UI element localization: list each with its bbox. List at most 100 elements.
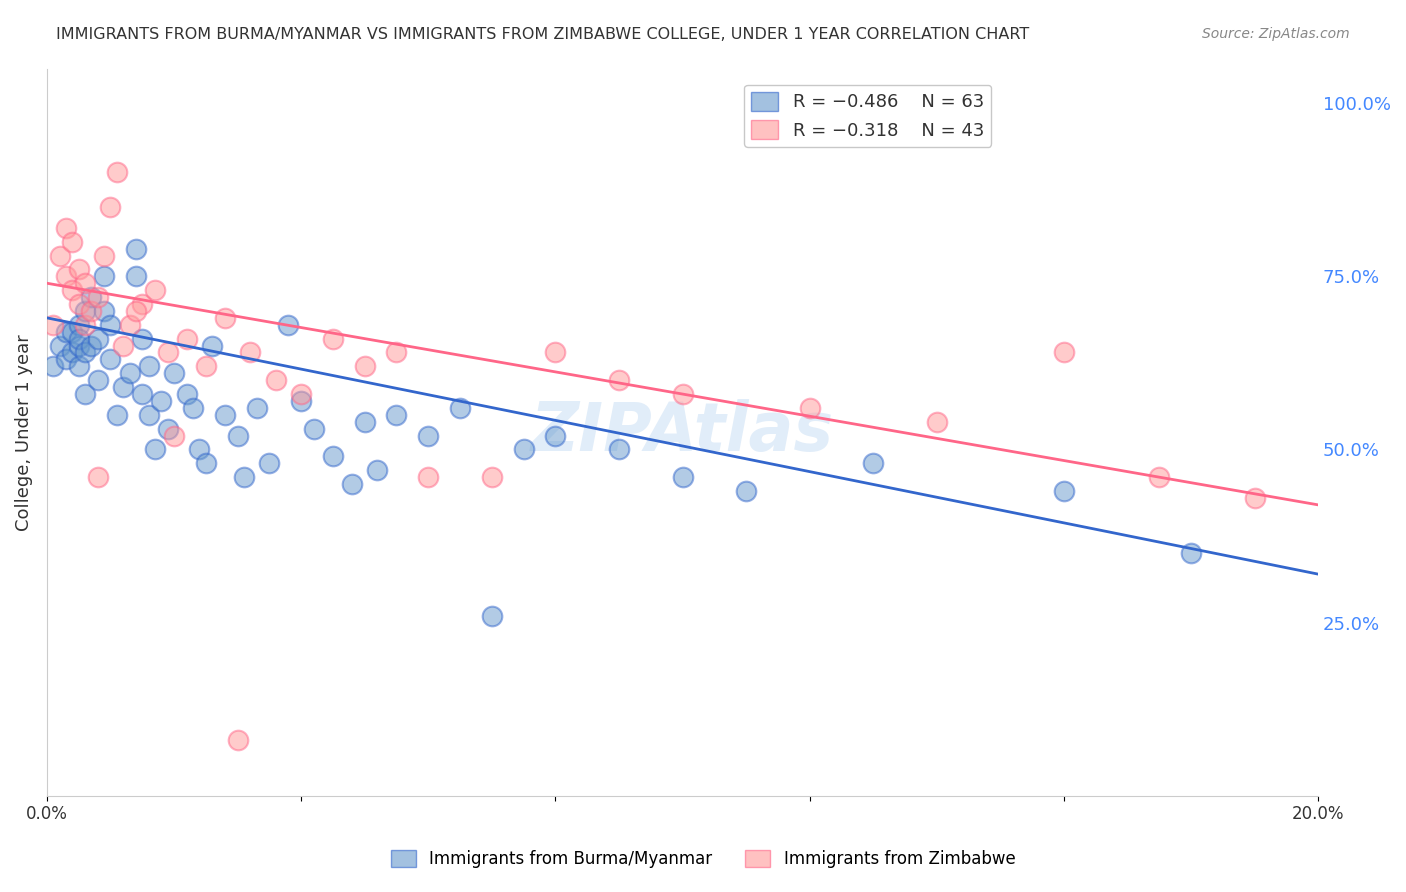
Point xyxy=(125,269,148,284)
Point xyxy=(105,408,128,422)
Point xyxy=(188,442,211,457)
Point xyxy=(118,366,141,380)
Point xyxy=(544,345,567,359)
Point xyxy=(125,242,148,256)
Point xyxy=(55,352,77,367)
Point xyxy=(735,483,758,498)
Point xyxy=(87,470,110,484)
Point xyxy=(93,269,115,284)
Point xyxy=(418,470,440,484)
Point xyxy=(55,220,77,235)
Point xyxy=(100,318,122,332)
Point xyxy=(67,297,90,311)
Point xyxy=(418,428,440,442)
Text: Source: ZipAtlas.com: Source: ZipAtlas.com xyxy=(1202,27,1350,41)
Point xyxy=(125,304,148,318)
Point xyxy=(100,352,122,367)
Point xyxy=(48,338,70,352)
Point xyxy=(60,283,83,297)
Text: IMMIGRANTS FROM BURMA/MYANMAR VS IMMIGRANTS FROM ZIMBABWE COLLEGE, UNDER 1 YEAR : IMMIGRANTS FROM BURMA/MYANMAR VS IMMIGRA… xyxy=(56,27,1029,42)
Point xyxy=(353,359,375,374)
Point xyxy=(290,387,312,401)
Point xyxy=(322,332,344,346)
Point xyxy=(277,318,299,332)
Point xyxy=(163,366,186,380)
Point xyxy=(131,387,153,401)
Point xyxy=(118,318,141,332)
Point xyxy=(73,304,96,318)
Point xyxy=(1243,491,1265,505)
Point xyxy=(143,283,166,297)
Point xyxy=(481,608,503,623)
Point xyxy=(93,248,115,262)
Legend: Immigrants from Burma/Myanmar, Immigrants from Zimbabwe: Immigrants from Burma/Myanmar, Immigrant… xyxy=(384,843,1022,875)
Point xyxy=(799,401,821,415)
Point xyxy=(607,373,630,387)
Point xyxy=(93,304,115,318)
Point xyxy=(60,325,83,339)
Point xyxy=(194,359,217,374)
Point xyxy=(67,332,90,346)
Point xyxy=(176,387,198,401)
Point xyxy=(214,408,236,422)
Point xyxy=(366,463,388,477)
Point xyxy=(67,338,90,352)
Point xyxy=(138,359,160,374)
Point xyxy=(60,345,83,359)
Point xyxy=(67,318,90,332)
Point xyxy=(42,318,65,332)
Point xyxy=(232,470,254,484)
Point xyxy=(131,332,153,346)
Point xyxy=(55,325,77,339)
Point xyxy=(163,428,186,442)
Point xyxy=(87,290,110,304)
Point xyxy=(42,359,65,374)
Point xyxy=(226,733,249,747)
Point xyxy=(512,442,534,457)
Point xyxy=(340,477,363,491)
Point xyxy=(385,408,408,422)
Point xyxy=(214,310,236,325)
Point xyxy=(100,200,122,214)
Point xyxy=(607,442,630,457)
Point xyxy=(60,235,83,249)
Point xyxy=(176,332,198,346)
Point xyxy=(385,345,408,359)
Point xyxy=(73,318,96,332)
Point xyxy=(544,428,567,442)
Point xyxy=(48,248,70,262)
Point xyxy=(862,456,884,470)
Point xyxy=(80,304,103,318)
Point xyxy=(925,415,948,429)
Text: ZIPAtlas: ZIPAtlas xyxy=(531,399,834,465)
Point xyxy=(112,380,135,394)
Point xyxy=(87,332,110,346)
Point xyxy=(112,338,135,352)
Y-axis label: College, Under 1 year: College, Under 1 year xyxy=(15,334,32,531)
Point xyxy=(302,422,325,436)
Point xyxy=(143,442,166,457)
Point xyxy=(1053,345,1076,359)
Point xyxy=(105,165,128,179)
Point xyxy=(201,338,224,352)
Point xyxy=(138,408,160,422)
Point xyxy=(246,401,269,415)
Point xyxy=(353,415,375,429)
Point xyxy=(181,401,204,415)
Point xyxy=(150,394,173,409)
Point xyxy=(55,269,77,284)
Point xyxy=(239,345,262,359)
Point xyxy=(80,290,103,304)
Point xyxy=(80,338,103,352)
Point xyxy=(322,450,344,464)
Point xyxy=(290,394,312,409)
Point xyxy=(73,277,96,291)
Point xyxy=(194,456,217,470)
Point xyxy=(67,262,90,277)
Point xyxy=(1053,483,1076,498)
Point xyxy=(131,297,153,311)
Point xyxy=(671,470,693,484)
Point xyxy=(73,345,96,359)
Point xyxy=(67,359,90,374)
Point xyxy=(226,428,249,442)
